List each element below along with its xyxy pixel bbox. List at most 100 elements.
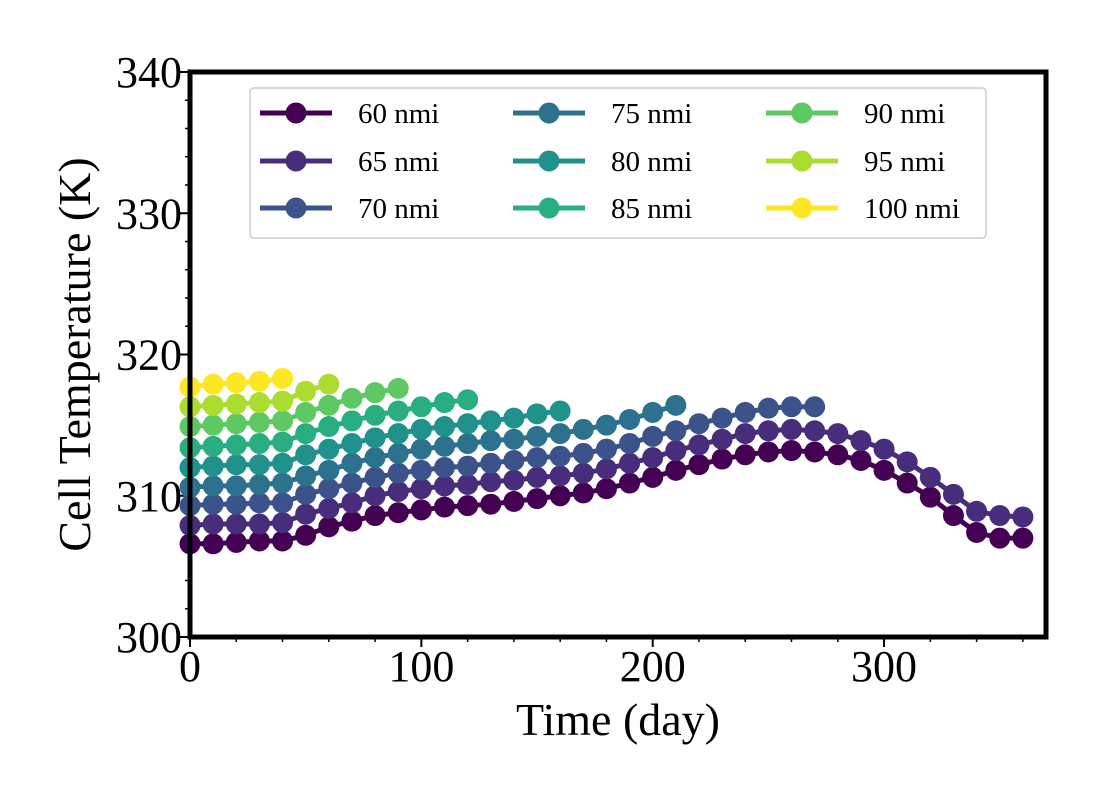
data-point (595, 438, 617, 460)
data-point (295, 465, 317, 487)
data-point (202, 475, 224, 497)
data-point (966, 500, 988, 522)
data-point (526, 403, 548, 425)
legend-entry: 85 nmi (513, 193, 692, 225)
data-point (341, 452, 363, 474)
data-point (410, 396, 432, 418)
legend-entry: 75 nmi (513, 98, 692, 130)
data-point (1012, 506, 1034, 528)
legend-entry: 65 nmi (260, 146, 439, 178)
data-point (318, 478, 340, 500)
data-point (364, 404, 386, 426)
data-point (480, 471, 502, 493)
data-point (711, 448, 733, 470)
data-point (526, 425, 548, 447)
data-point (202, 533, 224, 555)
data-point (433, 496, 455, 518)
data-point (225, 393, 247, 415)
y-tick-label: 330 (116, 189, 182, 238)
data-point (595, 458, 617, 480)
data-point (966, 521, 988, 543)
data-point (457, 473, 479, 495)
data-point (364, 447, 386, 469)
plot-frame (187, 69, 1049, 640)
data-point (549, 445, 571, 467)
data-point (457, 432, 479, 454)
data-point (480, 452, 502, 474)
data-point (387, 481, 409, 503)
data-point (781, 418, 803, 440)
data-point (248, 454, 270, 476)
data-point (410, 418, 432, 440)
data-point (665, 394, 687, 416)
data-point (665, 459, 687, 481)
data-point (503, 490, 525, 512)
data-point (595, 478, 617, 500)
data-point (225, 531, 247, 553)
data-point (942, 483, 964, 505)
data-point (711, 428, 733, 450)
legend-entry: 95 nmi (766, 146, 945, 178)
legend-label: 60 nmi (358, 98, 439, 130)
data-point (364, 427, 386, 449)
data-point (341, 432, 363, 454)
data-point (619, 472, 641, 494)
axes-group: 0 100 200 300 300 310 320 330 340 (116, 48, 1024, 691)
data-point (248, 473, 270, 495)
data-point (665, 440, 687, 462)
data-point (989, 505, 1011, 527)
data-point (688, 434, 710, 456)
data-point (433, 435, 455, 457)
data-point (272, 368, 294, 390)
legend-label: 95 nmi (864, 146, 945, 178)
data-point (503, 407, 525, 429)
data-point (364, 505, 386, 527)
legend-label: 80 nmi (611, 146, 692, 178)
data-point (457, 455, 479, 477)
data-point (757, 397, 779, 419)
series-60-nmi (179, 440, 1034, 555)
data-point (457, 389, 479, 411)
y-tick-label: 300 (116, 613, 182, 662)
data-point (364, 485, 386, 507)
data-point (734, 444, 756, 466)
data-point (318, 438, 340, 460)
data-point (619, 432, 641, 454)
data-point (318, 416, 340, 438)
legend-marker (285, 197, 307, 219)
data-point (387, 462, 409, 484)
data-point (1012, 527, 1034, 549)
data-point (202, 373, 224, 395)
data-point (480, 410, 502, 432)
data-point (225, 413, 247, 435)
legend-marker (538, 197, 560, 219)
legend-marker (285, 150, 307, 172)
legend-entry: 60 nmi (260, 98, 439, 130)
legend: 60 nmi 65 nmi 70 nmi 75 nmi 80 nmi 85 nmi 90 n… (249, 87, 987, 239)
data-point (248, 370, 270, 392)
series-70-nmi (179, 396, 826, 517)
data-point (804, 396, 826, 418)
legend-marker (538, 102, 560, 124)
data-point (665, 420, 687, 442)
data-point (850, 430, 872, 452)
data-point (248, 411, 270, 433)
data-point (202, 394, 224, 416)
legend-marker (285, 102, 307, 124)
x-tick-label: 100 (388, 642, 454, 691)
data-point (942, 505, 964, 527)
data-point (295, 524, 317, 546)
data-point (318, 459, 340, 481)
legend-entry: 80 nmi (513, 146, 692, 178)
data-point (341, 492, 363, 514)
data-point (341, 510, 363, 532)
data-point (295, 380, 317, 402)
data-point (295, 503, 317, 525)
data-point (896, 451, 918, 473)
legend-entry: 90 nmi (766, 98, 945, 130)
data-point (781, 396, 803, 418)
data-point (433, 392, 455, 414)
data-point (295, 444, 317, 466)
data-point (387, 377, 409, 399)
